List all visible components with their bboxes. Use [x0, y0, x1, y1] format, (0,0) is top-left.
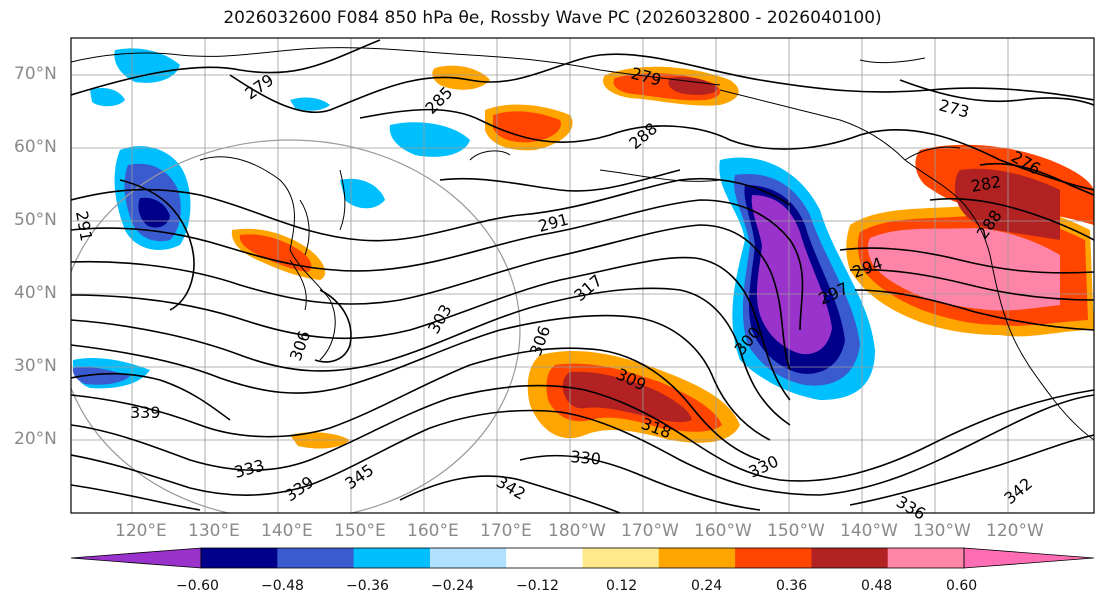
colorbar-tick-label: −0.48	[261, 578, 304, 594]
lat-label-70n: 70°N	[14, 64, 57, 84]
colorbar-bin	[887, 548, 965, 568]
colorbar-bin	[277, 548, 355, 568]
lon-label-160e: 160°E	[407, 521, 459, 541]
colorbar-frame	[200, 547, 965, 569]
colorbar-tick-label: 0.36	[776, 578, 808, 594]
lon-label-130e: 130°E	[188, 521, 240, 541]
lon-label-120w: 120°W	[986, 521, 1044, 541]
negative-anomaly-region	[114, 48, 180, 83]
lon-label-150e: 150°E	[334, 521, 386, 541]
colorbar	[70, 547, 1095, 569]
lon-label-170e: 170°E	[480, 521, 532, 541]
lat-label-40n: 40°N	[14, 283, 57, 303]
colorbar-tick-label: −0.24	[431, 578, 474, 594]
colorbar-bin	[201, 548, 278, 568]
colorbar-bin	[582, 548, 660, 568]
colorbar-bin	[735, 548, 812, 568]
colorbar-bin	[506, 548, 583, 568]
colorbar-extend-high	[963, 547, 1095, 569]
theta-e-contours	[71, 39, 1094, 513]
colorbar-extend-low	[70, 547, 202, 569]
map-title: 2026032600 F084 850 hPa θe, Rossby Wave …	[223, 8, 882, 28]
positive-anomaly-region	[867, 228, 1060, 311]
lon-label-170w: 170°W	[621, 521, 679, 541]
negative-anomaly-region	[290, 97, 330, 111]
lon-label-120e: 120°E	[115, 521, 167, 541]
colorbar-bin	[353, 548, 431, 568]
colorbar-bin	[429, 548, 507, 568]
colorbar-tick-label: −0.60	[176, 578, 219, 594]
negative-anomaly-region	[138, 197, 170, 228]
positive-anomaly-region	[239, 234, 312, 272]
negative-anomaly-region	[90, 88, 125, 107]
lat-label-60n: 60°N	[14, 137, 57, 157]
lat-label-20n: 20°N	[14, 429, 57, 449]
colorbar-tick-label: 0.24	[691, 578, 723, 594]
lon-label-160w: 160°W	[694, 521, 752, 541]
colorbar-tick-label: 0.12	[606, 578, 638, 594]
colorbar-tick-label: 0.60	[946, 578, 978, 594]
colorbar-bin	[811, 548, 889, 568]
range-rings	[71, 139, 521, 513]
anomaly-shading	[72, 48, 1094, 449]
colorbar-bin	[658, 548, 736, 568]
lon-label-140w: 140°W	[840, 521, 898, 541]
lon-label-150w: 150°W	[767, 521, 825, 541]
colorbar-tick-label: −0.12	[516, 578, 559, 594]
colorbar-tick-label: −0.36	[346, 578, 389, 594]
positive-anomaly-region	[493, 111, 561, 143]
colorbar-tick-label: 0.48	[861, 578, 893, 594]
positive-anomaly-region	[432, 65, 490, 90]
lon-label-130w: 130°W	[913, 521, 971, 541]
positive-anomaly-region	[955, 168, 1060, 240]
negative-anomaly-region	[72, 367, 130, 385]
lon-label-140e: 140°E	[261, 521, 313, 541]
positive-anomaly-region	[562, 371, 692, 423]
coastlines	[71, 47, 1094, 441]
negative-anomaly-region	[751, 195, 832, 355]
positive-anomaly-region	[668, 77, 718, 95]
map-frame	[70, 37, 1095, 514]
lat-label-50n: 50°N	[14, 210, 57, 230]
lon-label-180w: 180°W	[548, 521, 606, 541]
lat-label-30n: 30°N	[14, 356, 57, 376]
